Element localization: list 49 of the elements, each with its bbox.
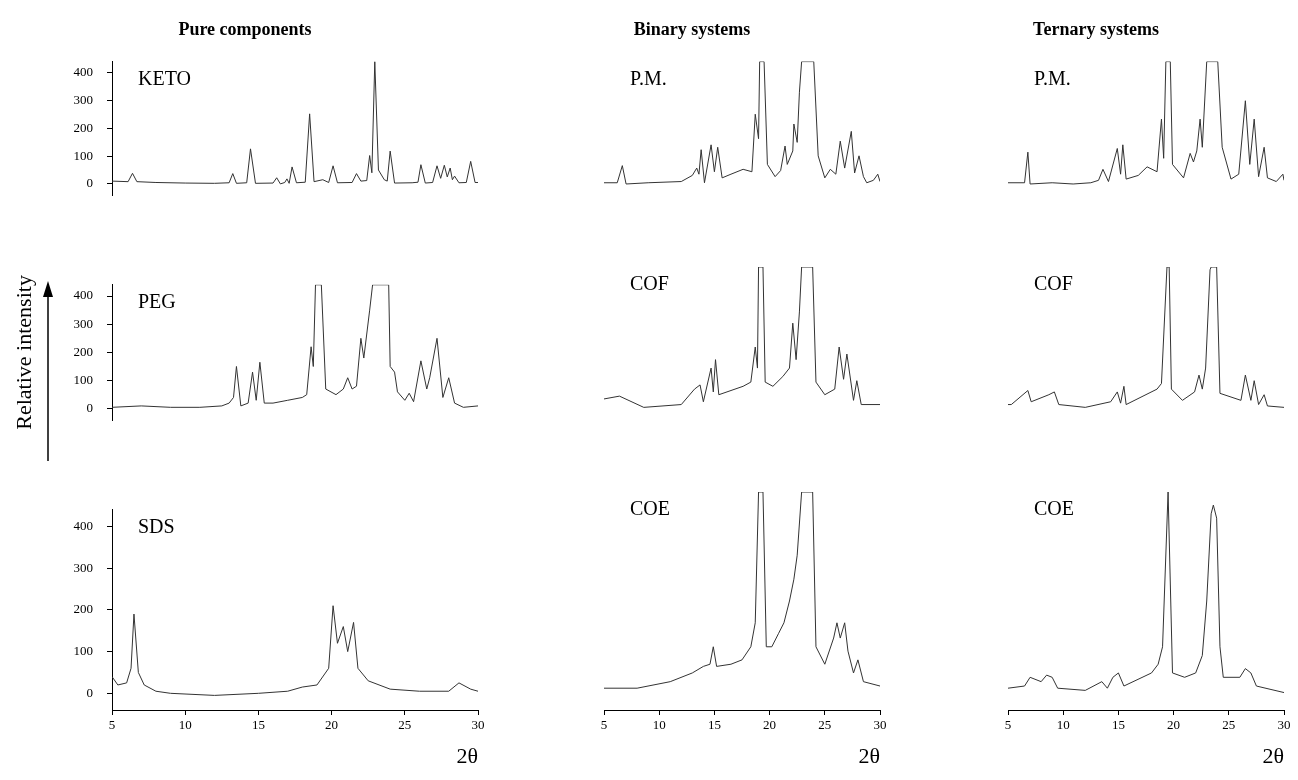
annotation: COE: [630, 497, 670, 520]
y-tick-label: 0: [86, 400, 93, 416]
x-axis-title: 2θ: [456, 742, 478, 768]
x-axis-title: 2θ: [858, 742, 880, 768]
y-axis-title: Relative intensity: [10, 275, 36, 430]
chart-title: Binary systems: [633, 19, 751, 40]
x-tick-label: 5: [1004, 717, 1012, 733]
x-tick-label: 15: [1111, 717, 1125, 733]
y-tick-label: 400: [73, 517, 93, 533]
x-tick-label: 15: [251, 717, 265, 733]
chart-title: Pure components: [178, 19, 312, 40]
y-tick-label: 400: [73, 64, 93, 80]
x-tick-label: 20: [1167, 717, 1181, 733]
x-tick-label: 30: [471, 717, 485, 733]
chart-title: Ternary systems: [1033, 19, 1159, 40]
x-tick-label: 10: [178, 717, 192, 733]
y-tick-label: 0: [86, 684, 93, 700]
x-tick-label: 15: [707, 717, 721, 733]
x-tick-label: 5: [108, 717, 116, 733]
x-tick-label: 30: [873, 717, 887, 733]
annotation: PEG: [138, 290, 176, 313]
annotation: COE: [1034, 497, 1074, 520]
y-tick-label: 100: [73, 147, 93, 163]
y-tick-label: 100: [73, 371, 93, 387]
y-tick-label: 300: [73, 315, 93, 331]
y-tick-label: 0: [86, 175, 93, 191]
annotation: COF: [1034, 272, 1073, 295]
x-axis-title: 2θ: [1262, 742, 1284, 768]
y-tick-label: 300: [73, 91, 93, 107]
y-tick-label: 400: [73, 287, 93, 303]
annotation: SDS: [138, 515, 175, 538]
x-tick-label: 25: [398, 717, 412, 733]
annotation: COF: [630, 272, 669, 295]
y-tick-label: 200: [73, 119, 93, 135]
y-tick-label: 200: [73, 601, 93, 617]
x-tick-label: 25: [818, 717, 832, 733]
x-tick-label: 10: [1056, 717, 1070, 733]
x-tick-label: 20: [763, 717, 777, 733]
annotation: P.M.: [630, 66, 667, 89]
x-tick-label: 20: [325, 717, 339, 733]
annotation: P.M.: [1034, 66, 1071, 89]
y-tick-label: 300: [73, 559, 93, 575]
y-tick-label: 200: [73, 343, 93, 359]
x-tick-label: 10: [652, 717, 666, 733]
x-tick-label: 25: [1222, 717, 1236, 733]
y-tick-label: 100: [73, 643, 93, 659]
x-tick-label: 30: [1277, 717, 1291, 733]
x-tick-label: 5: [600, 717, 608, 733]
annotation: KETO: [138, 66, 191, 89]
